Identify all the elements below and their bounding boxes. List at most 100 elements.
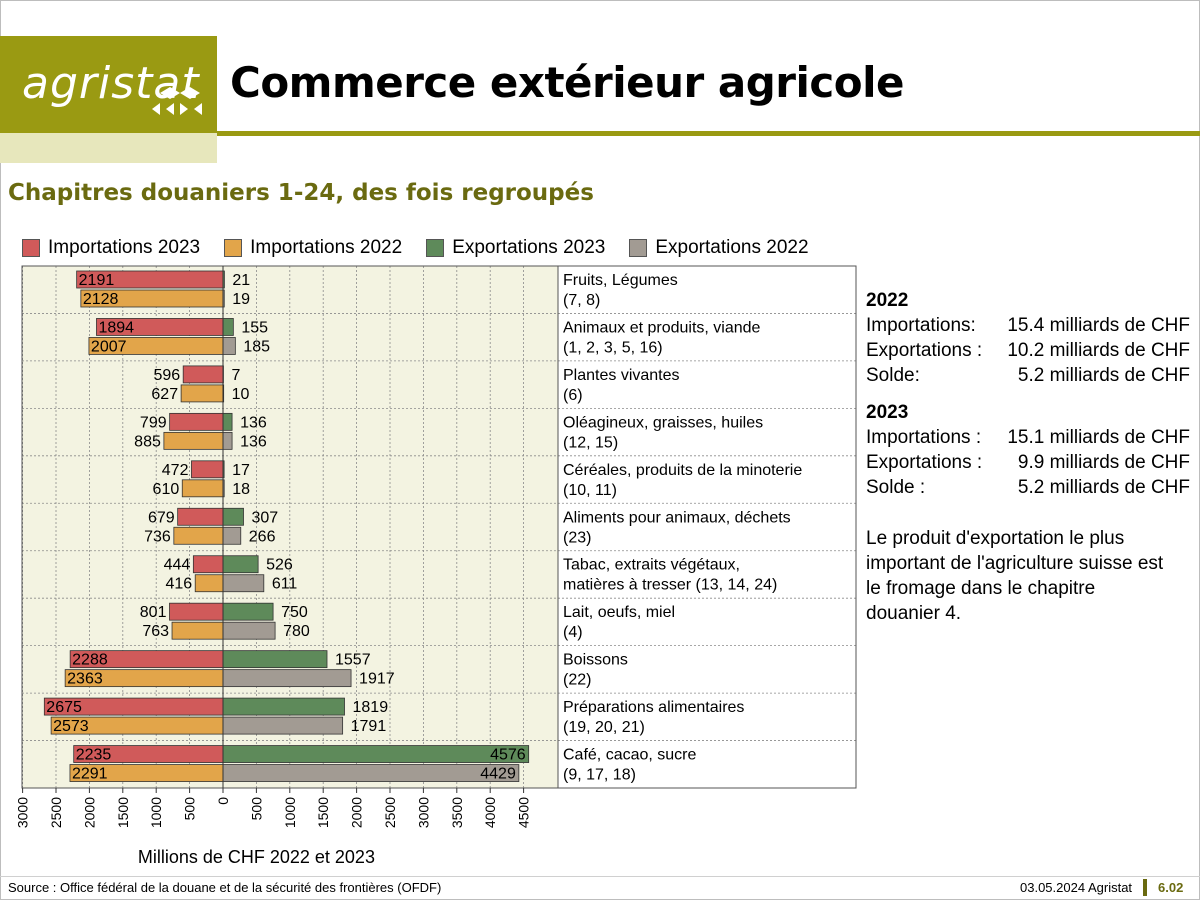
import-value-label: 2128 [83, 291, 119, 308]
legend-label: Exportations 2023 [452, 237, 606, 258]
agristat-logo: agristat [22, 58, 200, 109]
import-value-label: 610 [153, 481, 180, 498]
export-bar [222, 764, 520, 782]
category-codes-label: (4) [563, 624, 583, 641]
export-value-label: 7 [231, 367, 240, 384]
category-codes-label: (9, 17, 18) [563, 767, 636, 784]
footer-rule [0, 876, 1200, 877]
import-value-label: 2573 [53, 718, 89, 735]
import-bar [182, 365, 224, 384]
import-bar [181, 479, 224, 498]
export-value-label: 1557 [335, 652, 371, 669]
x-tick-label: 2500 [382, 797, 398, 828]
x-tick-label: 2000 [81, 797, 97, 828]
export-value-label: 185 [243, 338, 270, 355]
export-bar [222, 574, 265, 593]
category-codes-label: (7, 8) [563, 292, 600, 309]
import-value-label: 444 [164, 557, 191, 574]
import-bar [191, 460, 224, 479]
export-bar [222, 412, 233, 431]
export-value-label: 526 [266, 557, 293, 574]
export-value-label: 4576 [490, 747, 526, 764]
summary-2023-balance: Solde :5.2 milliards de CHF [866, 477, 1190, 498]
export-bar [222, 650, 328, 669]
category-label: Fruits, Légumes [563, 272, 678, 289]
export-bar [222, 697, 345, 716]
import-value-label: 885 [134, 433, 161, 450]
category-label: Lait, oeufs, miel [563, 604, 675, 621]
summary-note: Le produit d'exportation le plus importa… [866, 528, 1164, 624]
import-bar [169, 412, 224, 431]
import-value-label: 2235 [76, 747, 112, 764]
x-tick-label: 4500 [516, 797, 532, 828]
category-label: Plantes vivantes [563, 367, 680, 384]
legend-item: Importations 2022 [224, 237, 402, 259]
export-value-label: 136 [240, 433, 267, 450]
import-bar [163, 431, 224, 450]
export-value-label: 1917 [359, 671, 395, 688]
import-value-label: 2675 [46, 699, 82, 716]
import-bar [177, 507, 224, 526]
export-bar [222, 716, 344, 735]
summary-2022-imports: Importations: 15.4 milliards de CHF [866, 315, 1190, 336]
export-value-label: 136 [240, 414, 267, 431]
export-value-label: 611 [272, 576, 298, 593]
category-codes-label: (1, 2, 3, 5, 16) [563, 339, 663, 356]
import-value-label: 2007 [91, 338, 127, 355]
export-bar [222, 318, 234, 336]
category-codes-label: (23) [563, 529, 591, 546]
page-title: Commerce extérieur agricole [230, 58, 905, 107]
import-bar [180, 384, 224, 403]
x-tick-label: 4000 [482, 797, 498, 828]
category-label: Céréales, produits de la minoterie [563, 462, 802, 479]
x-tick-label: 1500 [315, 797, 331, 828]
import-value-label: 1894 [98, 319, 134, 336]
legend-item: Exportations 2023 [426, 237, 605, 259]
summary-2022-balance: Solde: 5.2 milliards de CHF [866, 365, 1190, 386]
export-value-label: 19 [232, 291, 250, 308]
x-tick-label: 500 [182, 797, 198, 821]
legend-swatch [224, 239, 243, 257]
x-axis-title: Millions de CHF 2022 et 2023 [138, 847, 375, 867]
x-tick-label: 1000 [282, 797, 298, 828]
legend-swatch [22, 239, 40, 257]
export-value-label: 780 [283, 623, 310, 640]
title-rule [217, 131, 1200, 136]
category-codes-label: matières à tresser (13, 14, 24) [563, 577, 777, 594]
legend-swatch [426, 239, 445, 257]
x-tick-label: 2500 [48, 797, 64, 828]
legend-label: Exportations 2022 [655, 237, 809, 258]
x-tick-label: 2000 [349, 797, 365, 828]
import-value-label: 2363 [67, 671, 103, 688]
chart-legend: Importations 2023 Importations 2022 Expo… [22, 236, 833, 260]
export-bar [222, 526, 242, 545]
summary-2023-imports: Importations :15.1 milliards de CHF [866, 427, 1190, 448]
category-label: Tabac, extraits végétaux, [563, 557, 740, 574]
export-value-label: 1791 [351, 718, 387, 735]
import-bar [194, 574, 224, 593]
category-codes-label: (19, 20, 21) [563, 719, 645, 736]
logo-panel [0, 36, 217, 133]
logo-arrows-icon [152, 87, 202, 115]
export-bar [222, 555, 259, 574]
category-codes-label: (22) [563, 672, 591, 689]
import-value-label: 627 [151, 386, 178, 403]
page-number: 6.02 [1158, 880, 1184, 895]
legend-swatch [629, 239, 648, 257]
import-value-label: 799 [140, 414, 167, 431]
import-value-label: 679 [148, 509, 175, 526]
export-value-label: 4429 [480, 766, 516, 783]
import-value-label: 801 [140, 604, 167, 621]
import-bar [169, 602, 224, 621]
footer-bar [1143, 879, 1147, 896]
footer-date: 03.05.2024 Agristat [1020, 880, 1133, 895]
export-bar [222, 507, 244, 526]
export-bar [222, 745, 530, 763]
summary-2022-exports: Exportations :10.2 milliards de CHF [866, 340, 1190, 361]
export-bar [222, 602, 274, 621]
category-codes-label: (12, 15) [563, 434, 618, 451]
import-value-label: 763 [142, 623, 169, 640]
export-value-label: 21 [232, 272, 250, 289]
x-tick-label: 0 [215, 797, 231, 805]
export-value-label: 17 [232, 462, 250, 479]
